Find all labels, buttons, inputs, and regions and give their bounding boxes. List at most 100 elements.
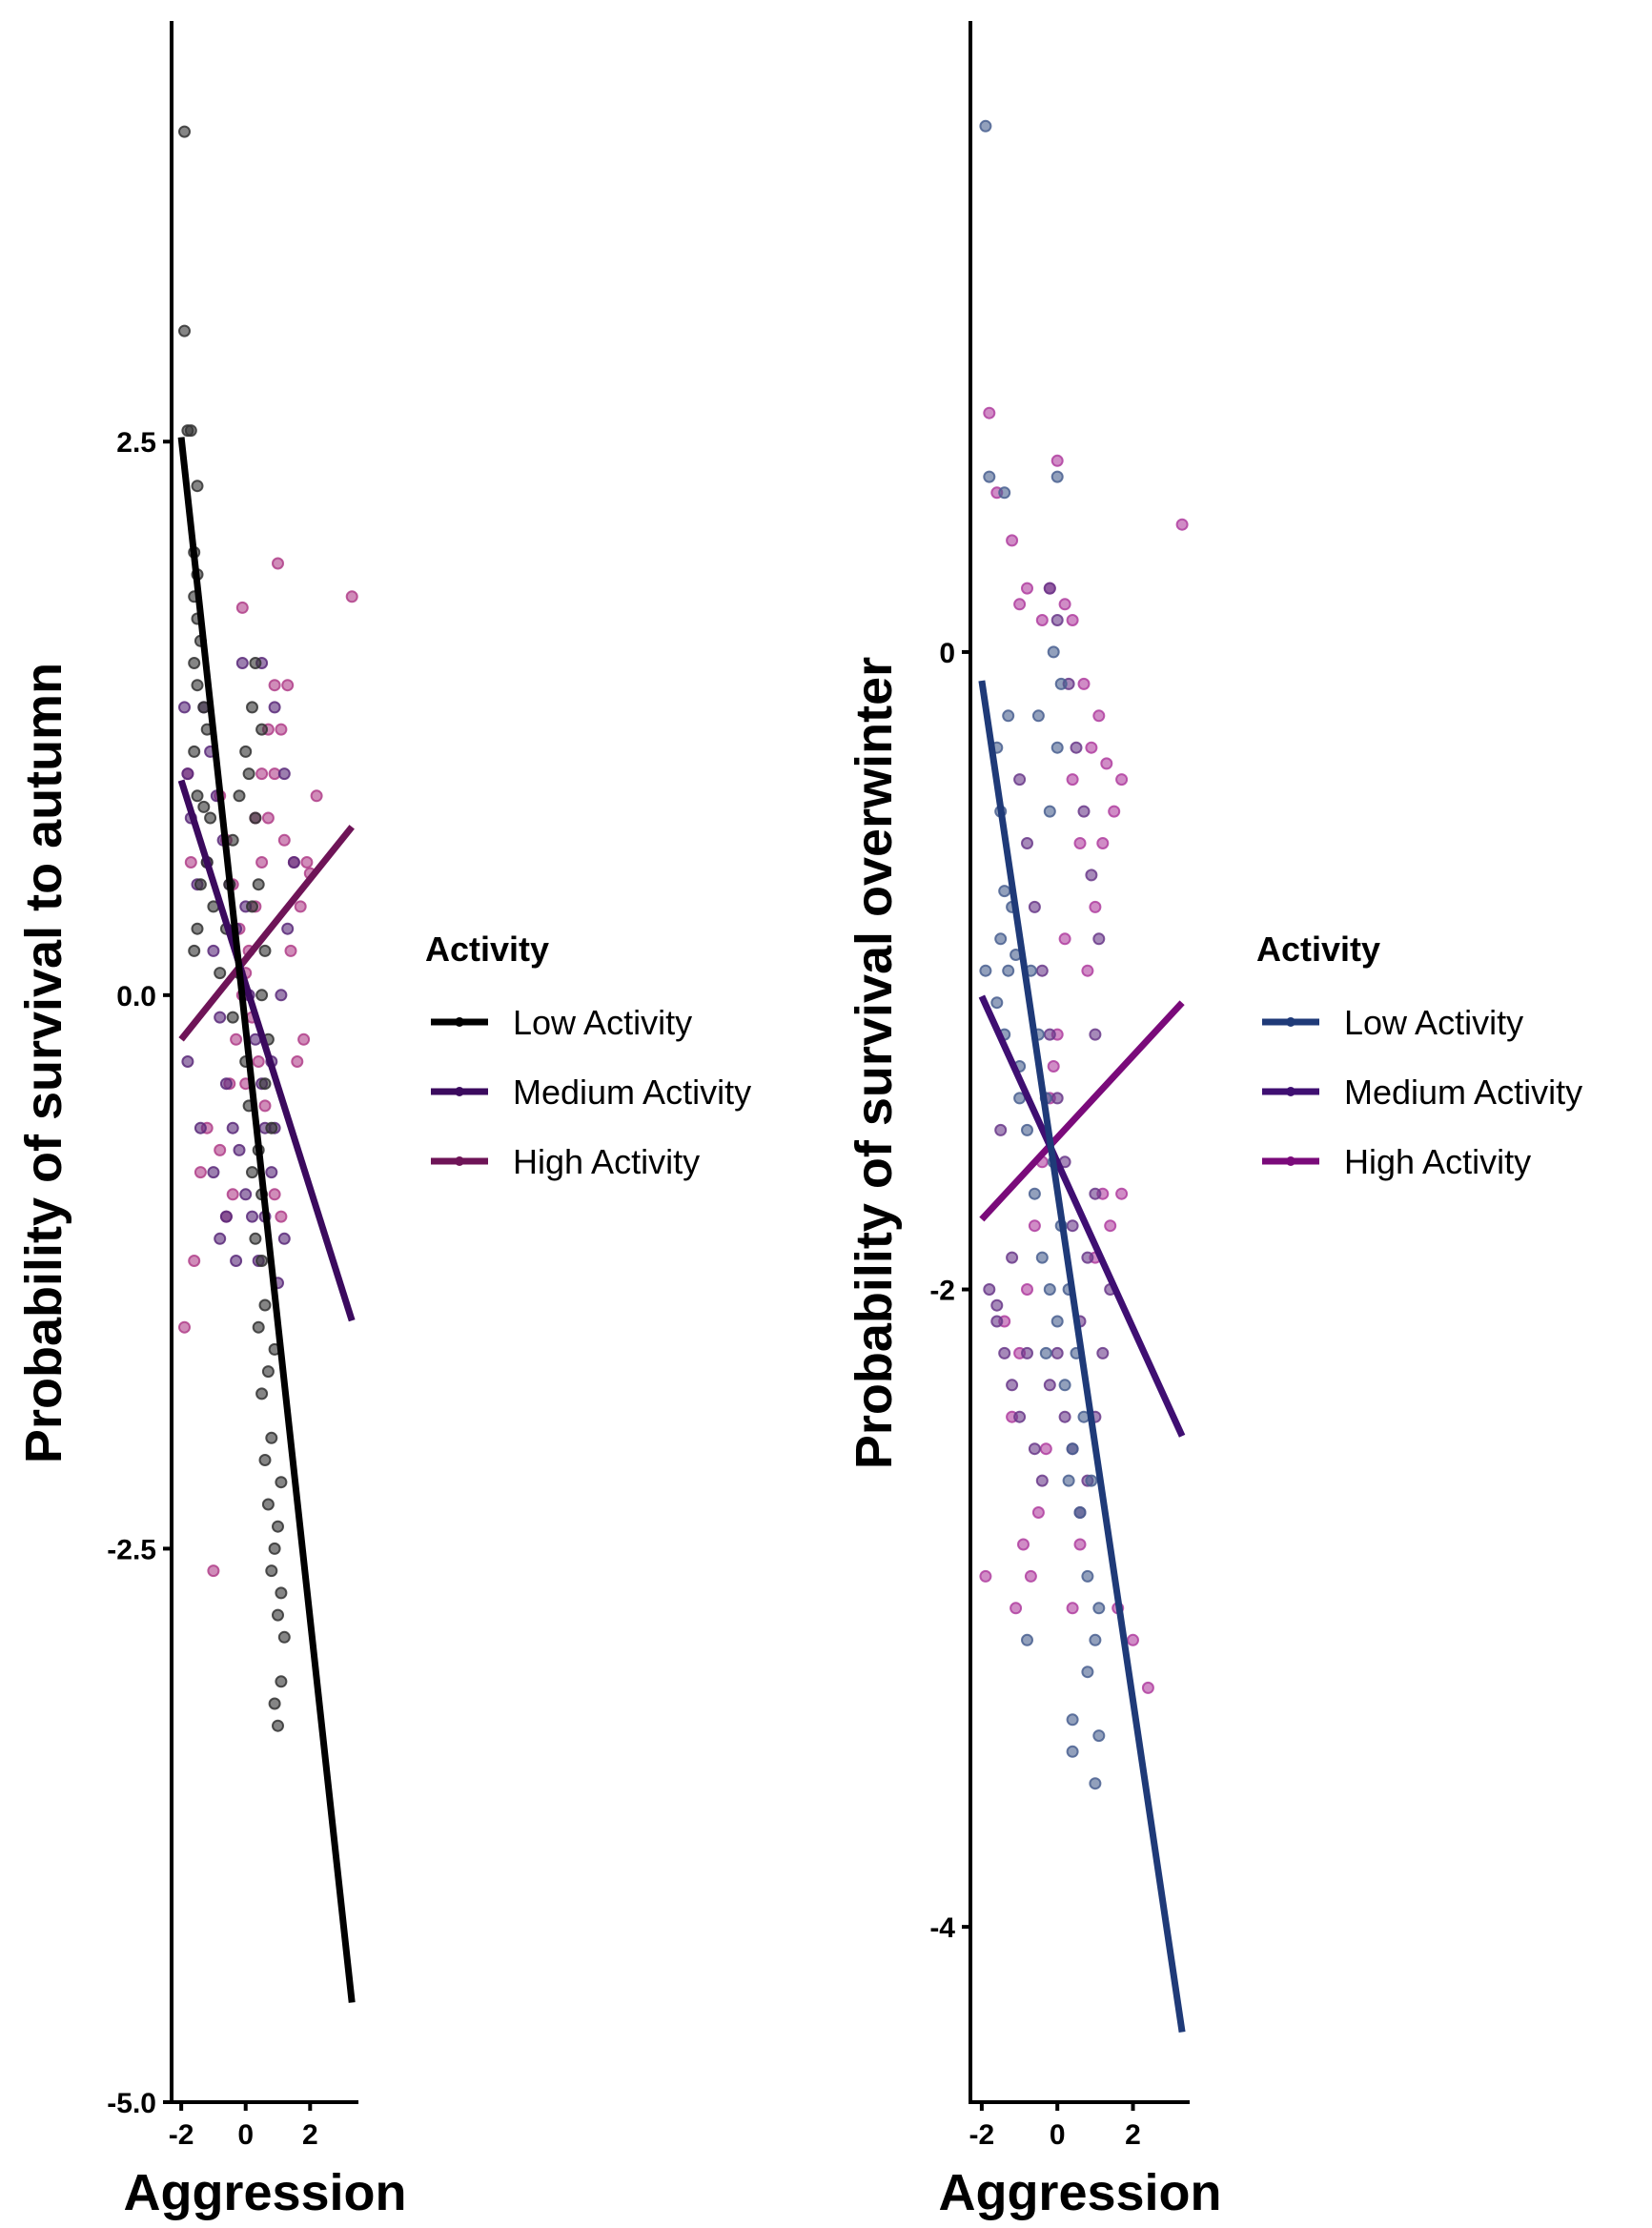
data-point-medium-activity	[1077, 805, 1091, 818]
data-point-high-activity	[1141, 1681, 1154, 1694]
data-point-medium-activity	[1043, 1379, 1056, 1392]
regression-lines-overwinter	[978, 680, 1186, 2034]
data-point-high-activity	[284, 944, 297, 957]
data-point-low-activity	[990, 996, 1004, 1010]
data-point-high-activity	[1104, 1219, 1117, 1233]
data-point-low-activity	[1028, 1187, 1041, 1200]
data-point-low-activity	[1039, 1346, 1052, 1359]
data-point-low-activity	[1066, 1442, 1079, 1456]
data-point-medium-activity	[207, 1166, 220, 1179]
data-point-low-activity	[188, 745, 201, 758]
data-point-medium-activity	[1070, 741, 1083, 754]
data-point-low-activity	[1081, 1666, 1094, 1679]
data-point-medium-activity	[1021, 837, 1033, 849]
data-point-high-activity	[1108, 805, 1121, 818]
data-point-low-activity	[1021, 1633, 1033, 1646]
chart-panel-survival-to-autumn: 2.5 0.0 -2.5 -5.0 -2 0 2 Aggression Probabili…	[15, 21, 751, 2221]
data-point-high-activity	[1047, 1060, 1060, 1073]
data-point-low-activity	[226, 833, 239, 847]
data-point-high-activity	[983, 406, 996, 419]
legend-label: Medium Activity	[1344, 1073, 1582, 1112]
data-point-high-activity	[1031, 1506, 1045, 1519]
data-point-medium-activity	[235, 657, 249, 669]
data-point-high-activity	[252, 1055, 265, 1068]
data-point-low-activity	[197, 800, 211, 813]
data-point-high-activity	[1127, 1633, 1139, 1646]
data-point-high-activity	[275, 723, 288, 736]
data-point-low-activity	[258, 1298, 272, 1312]
trend-line-medium-activity	[177, 779, 356, 1322]
data-point-high-activity	[294, 900, 307, 913]
y-axis-title: Probability of survival overwinter	[846, 657, 903, 1469]
data-point-low-activity	[265, 1431, 278, 1444]
legend-item-high-activity: High Activity	[431, 1142, 700, 1181]
data-point-low-activity	[265, 1564, 278, 1578]
data-point-low-activity	[255, 1255, 269, 1267]
data-point-low-activity	[1085, 1474, 1098, 1487]
data-point-low-activity	[239, 745, 253, 758]
data-point-medium-activity	[230, 1255, 243, 1267]
data-point-high-activity	[1085, 741, 1098, 754]
data-point-high-activity	[1096, 837, 1110, 849]
x-axis-title: Aggression	[123, 2164, 406, 2221]
x-tick-label: 2	[302, 2119, 318, 2151]
legend-label: Low Activity	[1344, 1003, 1523, 1042]
data-point-high-activity	[255, 856, 269, 869]
data-point-medium-activity	[1021, 1346, 1033, 1359]
data-point-high-activity	[300, 856, 314, 869]
legend: Activity Low Activity Medium Activity Hi…	[425, 930, 751, 1181]
x-tick-label: 2	[1125, 2119, 1141, 2151]
data-point-low-activity	[191, 922, 204, 935]
legend-key-point	[1286, 1156, 1295, 1166]
data-point-high-activity	[207, 1564, 220, 1578]
data-point-low-activity	[246, 701, 258, 714]
y-axis-ticks: 0 -2 -4	[929, 638, 970, 1944]
data-point-medium-activity	[1035, 1474, 1049, 1487]
data-point-high-activity	[979, 1569, 992, 1583]
data-point-low-activity	[226, 1011, 239, 1024]
legend-item-low-activity: Low Activity	[431, 1003, 692, 1042]
data-point-high-activity	[291, 1055, 304, 1068]
data-point-medium-activity	[1066, 1219, 1079, 1233]
data-point-low-activity	[214, 967, 227, 980]
trend-line-high-activity	[178, 825, 355, 1042]
data-point-low-activity	[184, 424, 197, 438]
legend-key-point	[455, 1087, 464, 1096]
data-point-high-activity	[281, 679, 295, 692]
data-point-high-activity	[268, 1188, 281, 1201]
legend-label: Low Activity	[513, 1003, 692, 1042]
y-tick-label: -2.5	[107, 1534, 156, 1565]
data-point-high-activity	[230, 1032, 243, 1046]
data-point-medium-activity	[265, 1166, 278, 1179]
data-point-high-activity	[258, 1099, 272, 1113]
data-point-low-activity	[261, 1365, 275, 1379]
data-point-low-activity	[983, 470, 996, 483]
data-point-low-activity	[272, 1608, 284, 1622]
data-point-low-activity	[1002, 964, 1015, 977]
data-point-low-activity	[1050, 1315, 1064, 1328]
data-point-medium-activity	[1043, 1028, 1056, 1041]
data-point-high-activity	[1073, 1538, 1087, 1551]
data-point-medium-activity	[1050, 614, 1064, 626]
data-point-high-activity	[1010, 1602, 1023, 1615]
data-point-high-activity	[1058, 932, 1071, 946]
data-point-low-activity	[255, 723, 269, 736]
data-point-medium-activity	[1089, 1028, 1102, 1041]
data-point-medium-activity	[998, 1346, 1011, 1359]
data-point-low-activity	[246, 1166, 258, 1179]
data-point-medium-activity	[219, 1077, 233, 1091]
data-point-high-activity	[255, 767, 269, 781]
data-point-high-activity	[1017, 1538, 1030, 1551]
data-point-high-activity	[1089, 900, 1102, 913]
data-point-low-activity	[1054, 677, 1068, 690]
x-axis-ticks: -2 0 2	[169, 2102, 318, 2151]
data-point-medium-activity	[1058, 1410, 1071, 1423]
data-point-medium-activity	[1050, 1092, 1064, 1105]
data-point-low-activity	[191, 480, 204, 493]
data-point-high-activity	[178, 1320, 191, 1334]
data-point-high-activity	[310, 789, 323, 803]
data-point-medium-activity	[1096, 1346, 1110, 1359]
y-tick-label: -5.0	[107, 2088, 156, 2119]
data-point-low-activity	[242, 767, 255, 781]
data-point-low-activity	[194, 878, 207, 891]
